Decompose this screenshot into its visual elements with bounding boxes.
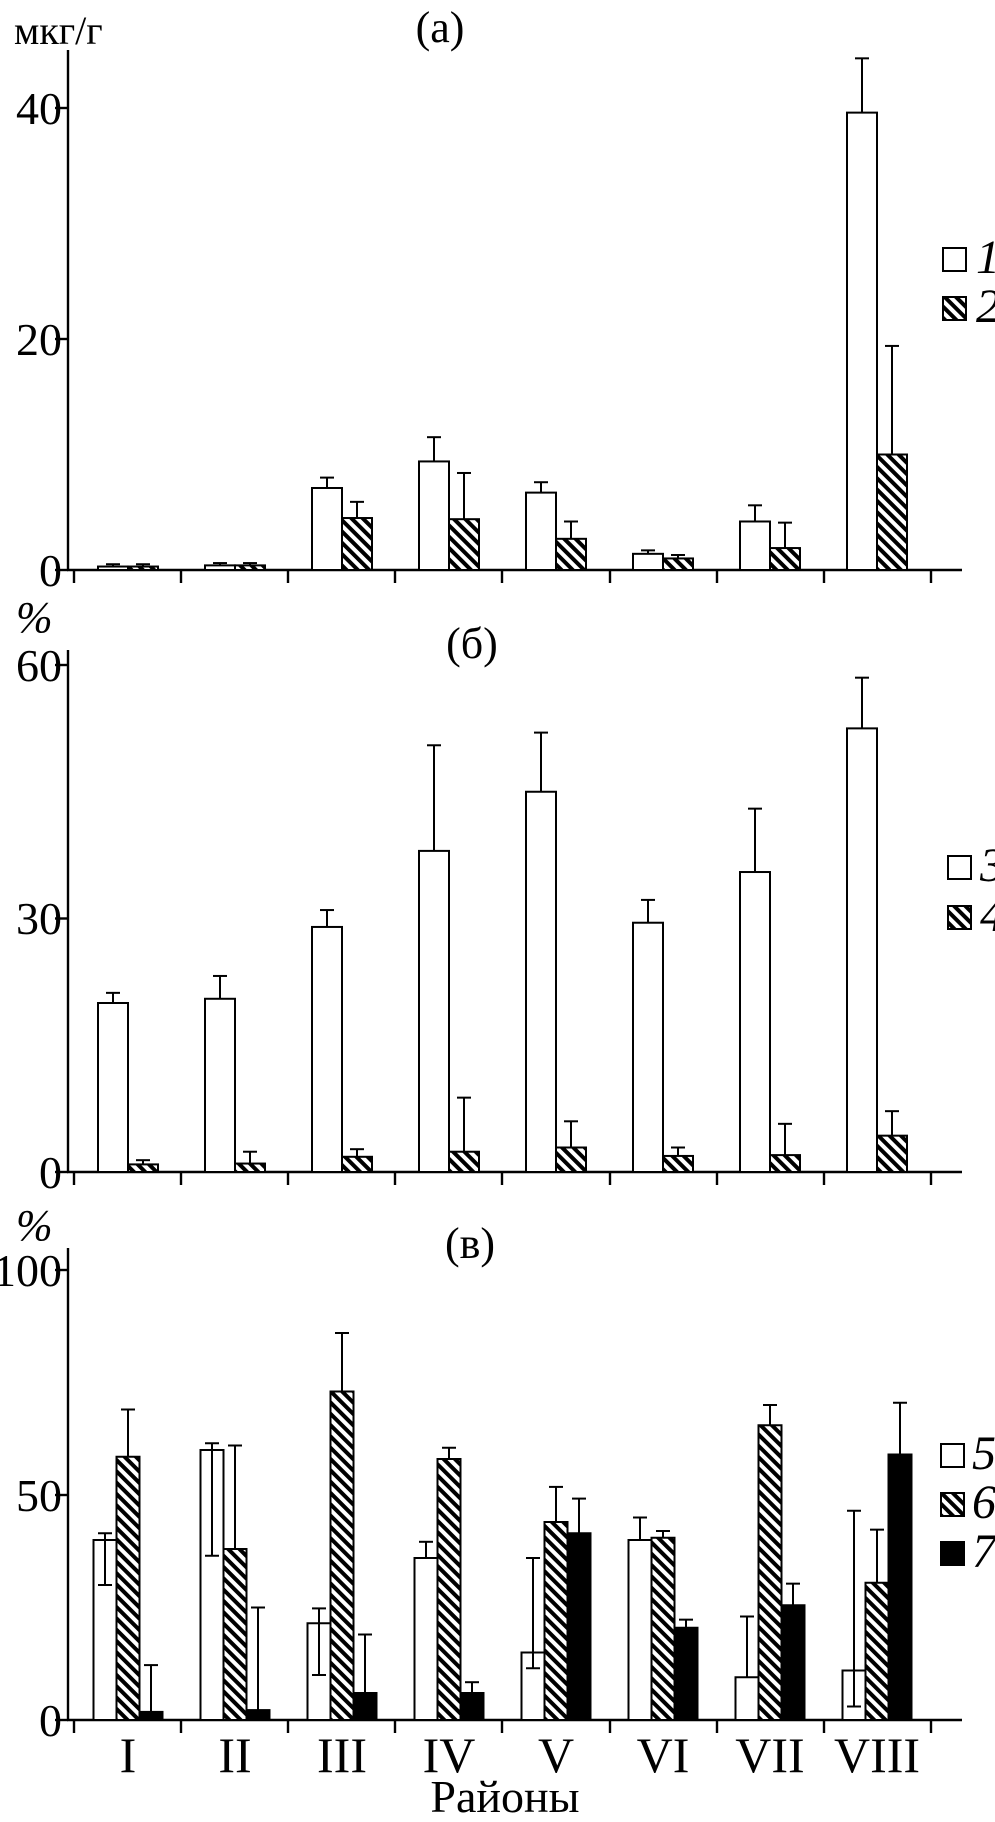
panel-0-bar-VII-series-2 <box>769 547 801 571</box>
panel-2-bar-VIII-series-7 <box>887 1453 913 1721</box>
panel-1-bar-VIII-series-4 <box>876 1134 908 1174</box>
panel-1-bar-II-series-4 <box>234 1162 266 1174</box>
panel-2-bar-VI-series-5 <box>627 1539 653 1721</box>
panel-2-bar-I-series-6 <box>115 1455 141 1721</box>
panel-2-bar-VI-series-7 <box>673 1626 699 1721</box>
panel-v-y-unit-label: % <box>16 1201 53 1250</box>
xtick-district-II: II <box>218 1727 251 1783</box>
panel-v-ytick-100: 100 <box>0 1245 62 1296</box>
x-axis-label: Районы <box>430 1771 579 1822</box>
panel-1-bar-VI-series-3 <box>632 921 664 1173</box>
panel-b-ytick-30: 30 <box>16 893 62 944</box>
panel-v-ytick-50: 50 <box>16 1470 62 1521</box>
panel-b-ytick-0: 0 <box>39 1147 62 1198</box>
xtick-district-I: I <box>120 1727 137 1783</box>
panel-2-bar-VI-series-6 <box>650 1536 676 1721</box>
legend-label-series-5: 5 <box>972 1427 995 1480</box>
xtick-district-VI: VI <box>637 1727 690 1783</box>
panel-v-title: (в) <box>445 1219 495 1268</box>
legend-swatch-series-5 <box>940 1443 965 1468</box>
panel-1-bar-VII-series-4 <box>769 1154 801 1173</box>
panel-a-y-unit-label: мкг/г <box>14 8 103 53</box>
legend-swatch-series-1 <box>942 247 967 272</box>
panel-0-bar-VI-series-2 <box>662 557 694 572</box>
panel-1-bar-VIII-series-3 <box>846 727 878 1173</box>
panel-1-bar-VI-series-4 <box>662 1154 694 1173</box>
xtick-district-VIII: VIII <box>834 1727 920 1783</box>
panel-a-ytick-40: 40 <box>16 83 62 134</box>
legend-swatch-series-3 <box>947 855 972 880</box>
panel-1-bar-V-series-4 <box>555 1146 587 1173</box>
panel-0-bar-III-series-1 <box>311 486 343 571</box>
panel-b-ytick-60: 60 <box>16 640 62 691</box>
panel-v-plot <box>55 1248 962 1733</box>
panel-1-bar-I-series-4 <box>127 1163 159 1174</box>
panel-2-bar-II-series-6 <box>222 1548 248 1721</box>
panel-2-bar-IV-series-6 <box>436 1458 462 1721</box>
panel-2-bar-III-series-6 <box>329 1390 355 1721</box>
panel-0-bar-III-series-2 <box>341 517 373 572</box>
panel-0-bar-VI-series-1 <box>632 552 664 572</box>
panel-2-bar-V-series-7 <box>566 1532 592 1721</box>
panel-0-bar-II-series-2 <box>234 564 266 572</box>
panel-0-bar-II-series-1 <box>204 564 236 572</box>
panel-2-bar-II-series-7 <box>245 1709 271 1721</box>
panel-2-bar-III-series-7 <box>352 1692 378 1721</box>
panel-0-bar-VIII-series-1 <box>846 111 878 572</box>
panel-v-ytick-0: 0 <box>39 1695 62 1746</box>
panel-b-y-unit-label: % <box>16 593 53 642</box>
panel-2-bar-VII-series-5 <box>734 1676 760 1721</box>
panel-0-bar-IV-series-1 <box>418 460 450 571</box>
panel-1-bar-VII-series-3 <box>739 871 771 1174</box>
panel-a-ytick-0: 0 <box>39 545 62 596</box>
panel-1-bar-IV-series-4 <box>448 1150 480 1173</box>
panel-0-bar-VIII-series-2 <box>876 453 908 571</box>
panel-1-bar-III-series-3 <box>311 925 343 1174</box>
legend-label-series-2: 2 <box>976 280 995 333</box>
panel-2-bar-IV-series-5 <box>413 1557 439 1721</box>
panel-2-bar-VIII-series-6 <box>864 1581 890 1721</box>
panel-1-bar-III-series-4 <box>341 1155 373 1174</box>
legend-swatch-series-2 <box>942 296 967 321</box>
panel-0-bar-V-series-2 <box>555 537 587 572</box>
panel-1-bar-I-series-3 <box>97 1002 129 1173</box>
panel-1-bar-V-series-3 <box>525 790 557 1173</box>
panel-b-title: (б) <box>446 619 498 668</box>
panel-0-bar-VII-series-1 <box>739 520 771 571</box>
legend-label-series-1: 1 <box>976 231 995 284</box>
legend-swatch-series-6 <box>940 1492 965 1517</box>
panel-0-bar-I-series-1 <box>97 565 129 571</box>
panel-1-bar-II-series-3 <box>204 997 236 1174</box>
legend-label-series-7: 7 <box>972 1525 995 1578</box>
panel-0-bar-IV-series-2 <box>448 518 480 571</box>
panel-1-bar-IV-series-3 <box>418 849 450 1174</box>
panel-a-plot <box>55 50 962 583</box>
panel-a-title: (а) <box>416 3 465 52</box>
panel-0-bar-I-series-2 <box>127 565 159 571</box>
legend-swatch-series-4 <box>947 905 972 930</box>
legend-label-series-6: 6 <box>972 1476 995 1529</box>
legend-label-series-3: 3 <box>979 839 995 892</box>
panel-2-bar-IV-series-7 <box>459 1692 485 1721</box>
xtick-district-VII: VII <box>735 1727 804 1783</box>
panel-2-bar-VII-series-6 <box>757 1424 783 1721</box>
panel-2-bar-V-series-6 <box>543 1521 569 1721</box>
legend-swatch-series-7 <box>940 1541 965 1566</box>
legend-label-series-4: 4 <box>980 889 995 942</box>
panel-a-ytick-20: 20 <box>16 314 62 365</box>
panel-b-plot <box>55 650 962 1185</box>
xtick-district-III: III <box>317 1727 367 1783</box>
xtick-district-V: V <box>538 1727 574 1783</box>
xtick-district-IV: IV <box>423 1727 476 1783</box>
panel-2-bar-I-series-7 <box>138 1710 164 1722</box>
panel-0-bar-V-series-1 <box>525 491 557 571</box>
panel-2-bar-VII-series-7 <box>780 1604 806 1721</box>
